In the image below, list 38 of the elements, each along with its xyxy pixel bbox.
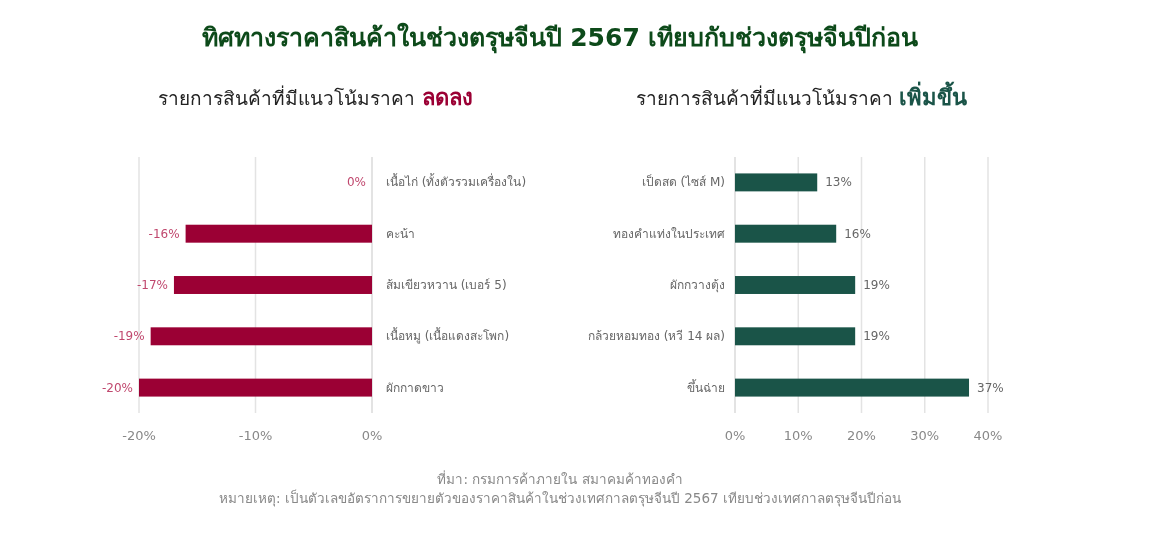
y-tick-label: ส้มเขียวหวาน (เบอร์ 5) xyxy=(386,278,507,292)
data-label: -20% xyxy=(101,380,133,395)
y-tick-label: ผักกาดขาว xyxy=(386,380,444,395)
data-label: -17% xyxy=(136,278,168,292)
data-label: 13% xyxy=(825,175,852,190)
text: ทิศทางราคาสินค้าในช่วงตรุษจีนปี 2567 เทียบกับช่วงตรุษจีนปีก่อน xyxy=(201,22,919,54)
x-tick-label: 0% xyxy=(361,428,383,443)
y-tick-label: ขึ้นฉ่าย xyxy=(687,378,725,395)
data-label: -16% xyxy=(148,226,180,241)
x-tick-label: 10% xyxy=(783,428,813,443)
data-label: -19% xyxy=(113,329,145,344)
bar xyxy=(735,173,818,192)
data-label: 19% xyxy=(863,278,890,292)
bar xyxy=(735,327,856,346)
y-tick-label: กล้วยหอมทอง (หวี 14 ผล) xyxy=(587,329,725,344)
x-tick-label: 30% xyxy=(910,428,940,443)
chart-subtitle: รายการสินค้าที่มีแนวโน้มราคา ลดลง xyxy=(158,85,473,110)
y-tick-label: เนื้อหมู (เนื้อแดงสะโพก) xyxy=(386,327,510,345)
bar xyxy=(735,224,837,243)
data-label: 16% xyxy=(844,226,871,241)
x-tick-label: -20% xyxy=(122,428,156,443)
x-tick-label: 40% xyxy=(973,428,1003,443)
data-label: 0% xyxy=(346,175,366,190)
x-tick-label: 0% xyxy=(724,428,746,443)
text: ที่มา: กรมการค้าภายใน สมาคมค้าทองคำ xyxy=(437,470,683,487)
data-label: 19% xyxy=(863,329,890,344)
data-label: 37% xyxy=(977,380,1004,395)
y-tick-label: เนื้อไก่ (ทั้งตัวรวมเครื่องใน) xyxy=(386,173,527,190)
y-tick-label: เป็ดสด (ไซส์ M) xyxy=(641,174,725,190)
x-tick-label: -10% xyxy=(238,428,273,443)
chart-subtitle: รายการสินค้าที่มีแนวโน้มราคา เพิ่มขึ้น xyxy=(635,81,968,110)
bar xyxy=(735,276,856,294)
y-tick-label: คะน้า xyxy=(386,226,415,241)
y-tick-label: ทองคำแท่งในประเทศ xyxy=(613,226,725,241)
x-tick-label: 20% xyxy=(847,428,876,443)
bar xyxy=(735,378,970,397)
text: หมายเหตุ: เป็นตัวเลขอัตราการขยายตัวของราคาสินค้าในช่วงเทศกาลตรุษจีนปี 2567 เทียบช่วงเทศกาลตรุษจีนปีก่อน xyxy=(219,489,901,507)
y-tick-label: ผักกวางตุ้ง xyxy=(670,278,725,293)
